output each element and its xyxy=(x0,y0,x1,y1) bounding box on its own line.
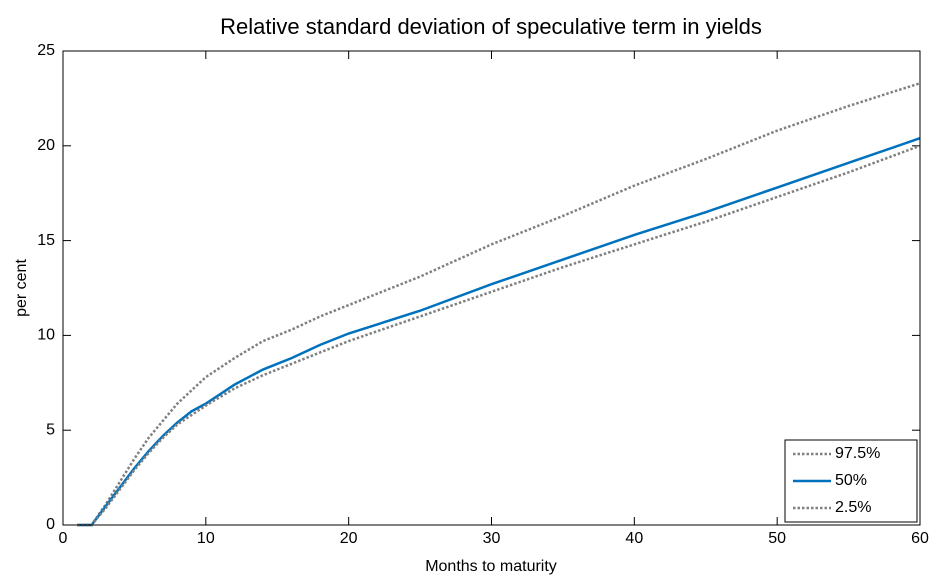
y-tick-label: 20 xyxy=(37,137,55,154)
y-tick-label: 0 xyxy=(46,516,55,533)
legend-label: 97.5% xyxy=(835,445,880,462)
x-tick-label: 60 xyxy=(911,530,929,547)
legend-label: 2.5% xyxy=(835,499,871,516)
x-tick-label: 40 xyxy=(625,530,643,547)
x-tick-label: 0 xyxy=(59,530,68,547)
x-tick-label: 50 xyxy=(768,530,786,547)
legend-label: 50% xyxy=(835,472,867,489)
chart-title: Relative standard deviation of speculati… xyxy=(220,14,762,39)
x-tick-label: 10 xyxy=(197,530,215,547)
x-tick-label: 30 xyxy=(483,530,501,547)
y-tick-label: 5 xyxy=(46,421,55,438)
x-tick-label: 20 xyxy=(340,530,358,547)
y-tick-label: 15 xyxy=(37,232,55,249)
y-tick-label: 25 xyxy=(37,42,55,59)
y-tick-label: 10 xyxy=(37,327,55,344)
plot-frame xyxy=(62,50,921,526)
x-axis-label: Months to maturity xyxy=(425,558,557,575)
series-line xyxy=(77,82,921,527)
y-axis-label: per cent xyxy=(13,259,30,317)
